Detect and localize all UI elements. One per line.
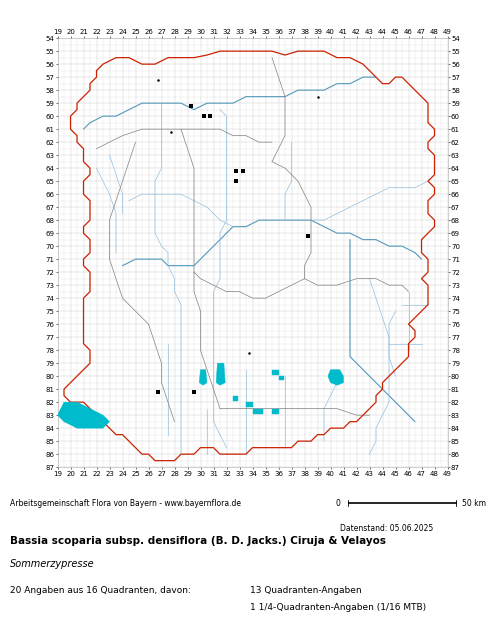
Polygon shape <box>272 409 278 414</box>
Polygon shape <box>58 402 110 428</box>
Polygon shape <box>199 370 207 385</box>
Text: Datenstand: 05.06.2025: Datenstand: 05.06.2025 <box>340 524 433 533</box>
Polygon shape <box>328 370 344 385</box>
Polygon shape <box>216 363 225 385</box>
Text: 0: 0 <box>335 499 340 508</box>
Polygon shape <box>272 370 278 375</box>
Text: Arbeitsgemeinschaft Flora von Bayern - www.bayernflora.de: Arbeitsgemeinschaft Flora von Bayern - w… <box>10 499 241 508</box>
Text: 1 1/4-Quadranten-Angaben (1/16 MTB): 1 1/4-Quadranten-Angaben (1/16 MTB) <box>250 603 426 613</box>
Text: Bassia scoparia subsp. densiflora (B. D. Jacks.) Ciruja & Velayos: Bassia scoparia subsp. densiflora (B. D.… <box>10 536 386 546</box>
Text: Sommerzypresse: Sommerzypresse <box>10 559 94 569</box>
Polygon shape <box>278 376 283 380</box>
Polygon shape <box>233 396 238 401</box>
Polygon shape <box>246 402 252 407</box>
Text: 50 km: 50 km <box>462 499 486 508</box>
Polygon shape <box>252 409 263 414</box>
Text: 20 Angaben aus 16 Quadranten, davon:: 20 Angaben aus 16 Quadranten, davon: <box>10 586 191 595</box>
Text: 13 Quadranten-Angaben: 13 Quadranten-Angaben <box>250 586 362 595</box>
